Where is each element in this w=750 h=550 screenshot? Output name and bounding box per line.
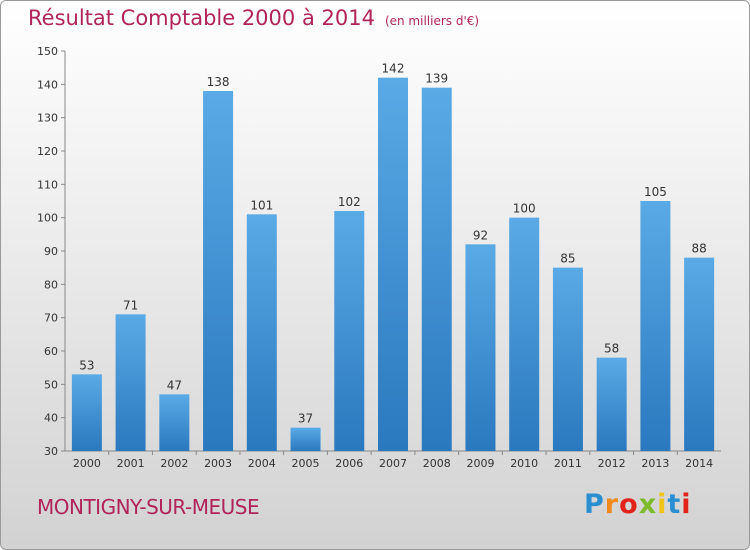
x-tick-label: 2008 — [423, 457, 451, 470]
bar-2013 — [640, 201, 671, 451]
logo-letter: o — [619, 489, 639, 520]
bar-2008 — [421, 87, 452, 452]
bar-2005 — [290, 427, 321, 451]
bar-2011 — [552, 267, 583, 451]
x-tick-label: 2011 — [554, 457, 582, 470]
bar-2006 — [334, 211, 365, 451]
axes: 30 40 50 60 70 80 90 100 110 120 130 140 150 2000 2001… — [37, 45, 721, 470]
y-tick-label: 90 — [44, 245, 58, 258]
data-label-2000: 53 — [79, 358, 94, 372]
logo-letter: r — [604, 489, 620, 520]
y-tick-label: 110 — [37, 178, 58, 191]
data-label-2004: 101 — [250, 198, 273, 212]
y-tick-label: 80 — [44, 278, 58, 291]
x-tick-label: 2004 — [248, 457, 276, 470]
x-tick-label: 2014 — [685, 457, 713, 470]
data-label-2014: 88 — [691, 242, 706, 256]
data-label-2008: 139 — [425, 72, 448, 86]
x-tick-label: 2010 — [510, 457, 538, 470]
data-label-2006: 102 — [338, 195, 361, 209]
x-tick-label: 2000 — [73, 457, 101, 470]
y-tick-label: 50 — [44, 378, 58, 391]
logo-letter: i — [681, 489, 692, 520]
x-tick-label: 2006 — [335, 457, 363, 470]
y-tick-label: 120 — [37, 145, 58, 158]
bar-2009 — [465, 244, 496, 451]
data-labels: 53 71 47 138 101 37 102 142 139 92 100 85 58 105 88 — [79, 62, 707, 426]
bars — [71, 77, 715, 452]
bar-2002 — [159, 394, 190, 451]
y-tick-label: 100 — [37, 212, 58, 225]
x-tick-label: 2007 — [379, 457, 407, 470]
y-tick-label: 40 — [44, 412, 58, 425]
y-tick-label: 60 — [44, 345, 58, 358]
proxiti-logo: Proxiti — [584, 489, 692, 520]
y-tick-label: 150 — [37, 45, 58, 58]
data-label-2011: 85 — [560, 252, 575, 266]
x-tick-label: 2013 — [641, 457, 669, 470]
data-label-2010: 100 — [513, 202, 536, 216]
bar-2003 — [203, 91, 234, 451]
data-label-2012: 58 — [604, 342, 619, 356]
y-tick-label: 140 — [37, 78, 58, 91]
logo-letter: i — [657, 489, 668, 520]
bar-2012 — [596, 357, 627, 451]
bar-2001 — [115, 314, 146, 451]
data-label-2005: 37 — [298, 412, 313, 426]
y-tick-label: 30 — [44, 445, 58, 458]
x-tick-label: 2003 — [204, 457, 232, 470]
data-label-2007: 142 — [382, 62, 405, 76]
bar-2000 — [71, 374, 102, 451]
logo-letter: P — [584, 489, 605, 520]
chart-subtitle: (en milliers d'€) — [384, 14, 480, 28]
commune-name: MONTIGNY-SUR-MEUSE — [37, 495, 260, 519]
data-label-2013: 105 — [644, 185, 667, 199]
data-label-2002: 47 — [167, 378, 182, 392]
y-tick-label: 70 — [44, 312, 58, 325]
data-label-2001: 71 — [123, 298, 138, 312]
bar-2007 — [378, 77, 408, 452]
bar-2004 — [246, 214, 277, 451]
x-tick-label: 2009 — [466, 457, 494, 470]
logo-letter: x — [638, 489, 658, 520]
data-label-2003: 138 — [207, 75, 230, 89]
y-tick-label: 130 — [37, 112, 58, 125]
chart-title: Résultat Comptable 2000 à 2014 — [28, 6, 375, 30]
x-tick-label: 2001 — [117, 457, 145, 470]
data-label-2009: 92 — [473, 228, 488, 242]
bar-2014 — [684, 257, 715, 451]
x-tick-label: 2002 — [160, 457, 188, 470]
x-tick-label: 2005 — [292, 457, 320, 470]
bar-2010 — [509, 217, 540, 451]
logo-letter: t — [667, 489, 682, 520]
x-tick-label: 2012 — [598, 457, 626, 470]
chart-title-block: Résultat Comptable 2000 à 2014 (en millie… — [28, 6, 479, 30]
